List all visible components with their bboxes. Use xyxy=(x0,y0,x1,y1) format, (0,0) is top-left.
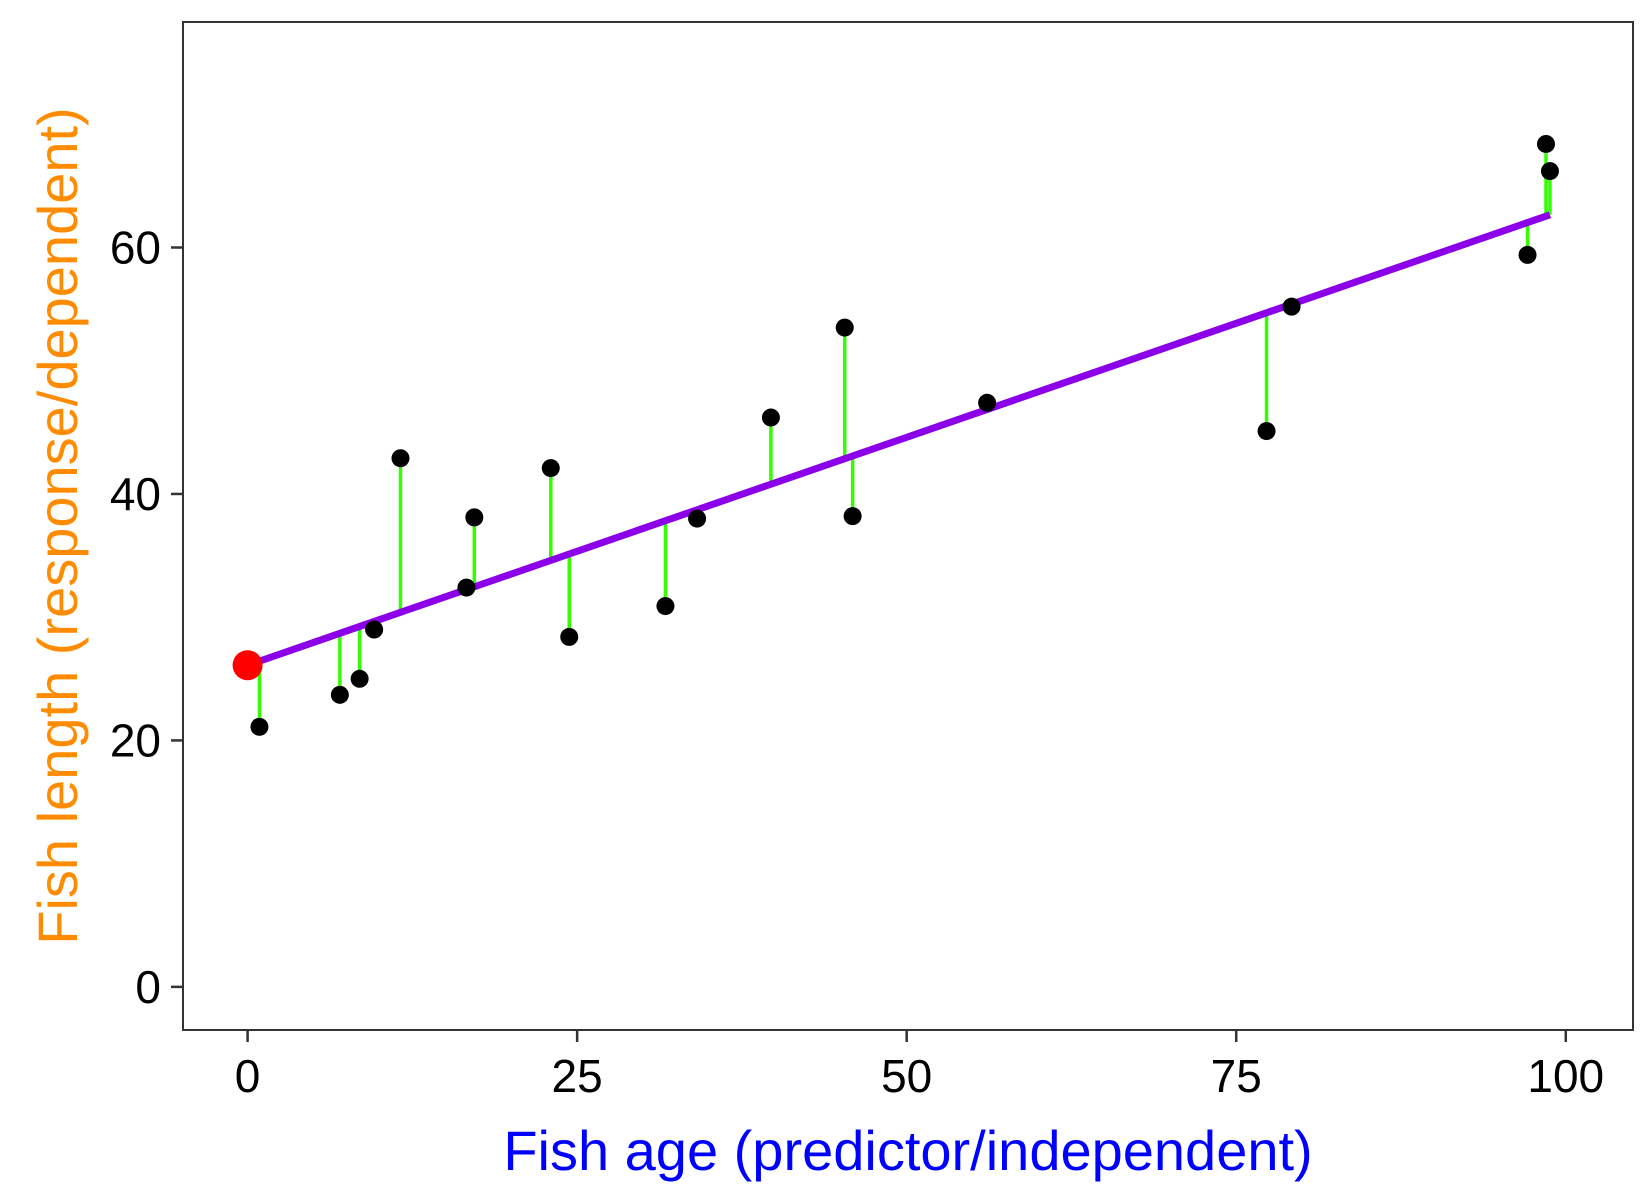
x-tick-label-25: 25 xyxy=(552,1050,603,1102)
data-point-19 xyxy=(1537,134,1555,153)
data-point-18 xyxy=(1518,245,1537,264)
data-point-11 xyxy=(688,509,707,528)
plot-panel xyxy=(182,21,1634,1031)
intercept-layer xyxy=(232,650,263,681)
data-point-1 xyxy=(250,717,269,736)
y-axis-title: Fish length (response/dependent) xyxy=(26,107,89,944)
x-tick-label-100: 100 xyxy=(1527,1050,1604,1102)
data-point-3 xyxy=(350,669,369,688)
x-tick-label-75: 75 xyxy=(1211,1050,1262,1102)
y-tick-label-60: 60 xyxy=(110,222,161,274)
x-tick-label-50: 50 xyxy=(881,1050,932,1102)
fit-layer xyxy=(246,211,1552,669)
data-point-13 xyxy=(835,318,854,337)
data-point-9 xyxy=(560,627,579,646)
x-axis: 0 25 50 75 100 xyxy=(235,1030,1604,1102)
y-tick-label-20: 20 xyxy=(110,714,161,766)
data-point-12 xyxy=(761,408,780,427)
x-axis-title: Fish age (predictor/independent) xyxy=(503,1119,1312,1182)
intercept-point xyxy=(232,650,263,681)
data-point-6 xyxy=(457,578,476,597)
y-axis: 0 20 40 60 xyxy=(110,222,183,1013)
data-point-16 xyxy=(1257,422,1276,441)
data-point-8 xyxy=(541,459,560,478)
points-layer xyxy=(250,134,1559,736)
regression-line xyxy=(246,211,1552,669)
data-point-14 xyxy=(843,507,862,526)
data-point-4 xyxy=(365,620,384,639)
y-tick-label-0: 0 xyxy=(135,961,161,1013)
data-point-5 xyxy=(391,449,410,468)
data-point-7 xyxy=(465,508,484,527)
data-point-17 xyxy=(1282,297,1301,316)
x-tick-label-0: 0 xyxy=(235,1050,261,1102)
data-point-20 xyxy=(1540,162,1559,181)
data-point-10 xyxy=(656,597,675,616)
data-point-15 xyxy=(978,393,997,412)
y-tick-label-40: 40 xyxy=(110,468,161,520)
data-point-2 xyxy=(330,685,349,704)
